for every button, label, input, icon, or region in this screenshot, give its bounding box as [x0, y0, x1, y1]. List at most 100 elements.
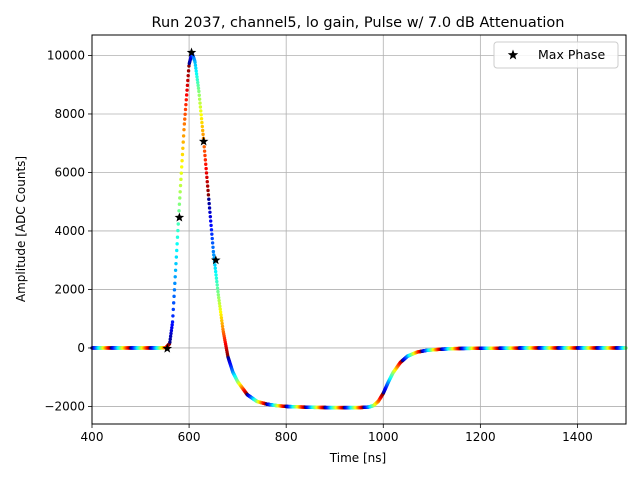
pulse-sample-point: [173, 268, 178, 272]
pulse-sample-point: [170, 323, 174, 327]
pulse-sample-point: [176, 222, 180, 226]
pulse-sample-point: [197, 97, 202, 101]
pulse-sample-point: [196, 80, 200, 85]
x-tick-label: 600: [178, 430, 201, 444]
pulse-sample-point: [177, 209, 181, 213]
y-tick-label: 10000: [47, 48, 85, 62]
pulse-sample-point: [168, 340, 172, 344]
pulse-sample-point: [178, 196, 182, 200]
plot-frame: [91, 34, 627, 425]
pulse-sample-point: [177, 202, 182, 206]
pulse-sample-point: [215, 283, 219, 287]
pulse-sample-point: [197, 93, 201, 97]
pulse-sample-point: [181, 134, 186, 138]
legend[interactable]: Max Phase: [493, 41, 619, 69]
pulse-sample-point: [196, 83, 200, 88]
x-tick-label: 1000: [368, 430, 399, 444]
pulse-sample-point: [201, 132, 205, 137]
pulse-sample-point: [171, 301, 176, 305]
pulse-sample-point: [217, 301, 222, 306]
pulse-sample-point: [181, 146, 185, 150]
pulse-sample-point: [204, 166, 208, 171]
pulse-sample-point: [180, 165, 184, 169]
legend-box: [493, 41, 619, 69]
y-tick-label: 2000: [54, 282, 85, 296]
grid: [91, 35, 626, 424]
pulse-sample-point: [184, 93, 189, 97]
x-tick-label: 800: [275, 430, 298, 444]
pulse-sample-point: [187, 64, 191, 68]
pulse-sample-point: [208, 210, 212, 215]
pulse-sample-point: [216, 293, 221, 297]
pulse-sample-point: [181, 140, 185, 144]
pulse-sample-point: [204, 162, 208, 166]
pulse-sample-point: [170, 326, 174, 330]
pulse-sample-point: [200, 120, 204, 125]
max-phase-star: [211, 255, 221, 265]
pulse-sample-point: [186, 69, 191, 73]
y-tick-label: −2000: [44, 399, 85, 413]
pulse-sample-point: [213, 263, 217, 267]
pulse-sample-point: [175, 235, 180, 239]
pulse-sample-point: [211, 245, 215, 249]
pulse-sample-point: [214, 273, 218, 277]
pulse-sample-point: [210, 236, 214, 241]
pulse-sample-point: [216, 289, 220, 294]
pulse-sample-point: [204, 171, 209, 175]
chart-title: Run 2037, channel5, lo gain, Pulse w/ 7.…: [152, 15, 565, 31]
pulse-sample-point: [218, 304, 222, 308]
pulse-sample-point: [220, 321, 224, 326]
pulse-sample-point: [168, 337, 172, 341]
pulse-sample-point: [199, 113, 203, 117]
pulse-scatter: [90, 51, 628, 410]
pulse-sample-point: [183, 107, 188, 112]
y-tick-label: 6000: [54, 165, 85, 179]
pulse-sample-point: [210, 232, 214, 236]
pulse-sample-point: [173, 275, 177, 279]
pulse-sample-point: [214, 276, 219, 280]
pulse-sample-point: [207, 201, 211, 206]
pulse-sample-point: [203, 153, 207, 158]
pulse-sample-point: [183, 112, 187, 117]
pulse-sample-point: [182, 127, 186, 132]
pulse-sample-point: [180, 159, 184, 163]
pulse-sample-point: [194, 66, 198, 70]
x-tick-label: 1400: [562, 430, 593, 444]
pulse-sample-point: [206, 193, 211, 197]
pulse-sample-point: [202, 145, 206, 149]
pulse-sample-point: [174, 261, 178, 266]
pulse-sample-point: [205, 184, 210, 188]
pulse-sample-point: [182, 122, 187, 126]
pulse-sample-point: [198, 101, 202, 105]
pulse-sample-point: [209, 223, 213, 228]
pulse-sample-point: [170, 320, 175, 324]
y-tick-label: 0: [77, 341, 85, 355]
y-tick-label: 4000: [54, 224, 85, 238]
pulse-sample-point: [218, 310, 223, 314]
pulse-sample-point: [198, 105, 203, 109]
max-phase-series: [162, 47, 221, 353]
pulse-sample-point: [171, 314, 175, 318]
pulse-sample-point: [194, 69, 198, 73]
pulse-sample-point: [210, 241, 215, 245]
x-tick-label: 1200: [465, 430, 496, 444]
pulse-sample-point: [200, 128, 205, 133]
pulse-sample-point: [178, 190, 182, 194]
y-axis: −2000 0 2000 4000 6000 8000 10000: [44, 48, 92, 413]
y-axis-label: Amplitude [ADC Counts]: [14, 156, 28, 302]
pulse-sample-point: [205, 180, 209, 184]
pulse-sample-point: [180, 152, 185, 157]
pulse-sample-point: [168, 334, 173, 339]
legend-label: Max Phase: [538, 47, 605, 62]
pulse-sample-point: [185, 83, 190, 88]
pulse-sample-point: [213, 266, 217, 270]
pulse-sample-point: [215, 279, 219, 284]
pulse-sample-point: [209, 228, 214, 232]
max-phase-star: [198, 136, 209, 146]
pulse-sample-point: [169, 328, 174, 333]
x-axis-label: Time [ns]: [329, 451, 386, 465]
x-tick-label: 400: [81, 430, 104, 444]
pulse-sample-point: [175, 242, 179, 246]
